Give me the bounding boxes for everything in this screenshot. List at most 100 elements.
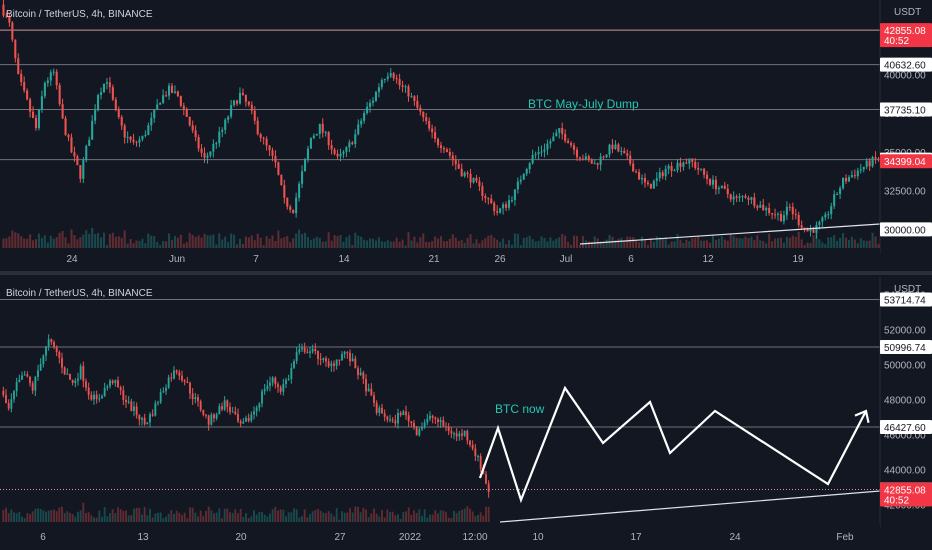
volume-bar bbox=[726, 240, 729, 248]
volume-bar bbox=[528, 235, 531, 248]
candle-body bbox=[862, 166, 865, 170]
candle-body bbox=[144, 134, 147, 136]
candle-body bbox=[354, 358, 357, 369]
candle-body bbox=[643, 177, 647, 183]
volume-bar bbox=[339, 235, 342, 248]
volume-bar bbox=[311, 511, 314, 522]
candle-body bbox=[55, 346, 58, 353]
candle-body bbox=[546, 143, 549, 150]
volume-bar bbox=[173, 513, 175, 522]
volume-bars bbox=[2, 227, 880, 248]
volume-bar bbox=[466, 237, 469, 248]
volume-bar bbox=[768, 233, 771, 248]
candles bbox=[2, 0, 880, 239]
price-axis[interactable]: 42500.0040000.0037500.0035000.0032500.00… bbox=[879, 0, 932, 254]
symbol-label: Bitcoin / TetherUS, 4h, BINANCE bbox=[6, 9, 153, 20]
candle-body bbox=[469, 440, 471, 445]
time-axis[interactable]: 6 13 20 27 2022 12:00 10 17 24 Feb bbox=[0, 523, 880, 550]
time-axis-background bbox=[0, 523, 880, 550]
candle-body bbox=[95, 394, 98, 400]
volume-bar bbox=[842, 232, 845, 248]
candle-body bbox=[513, 189, 516, 201]
price-axis[interactable]: 54000.0052000.0050000.0048000.0046000.00… bbox=[879, 277, 932, 528]
candle-body bbox=[343, 352, 346, 355]
volume-bar bbox=[126, 243, 129, 248]
candle-body bbox=[445, 426, 447, 428]
candle-body bbox=[410, 96, 413, 98]
volume-bar bbox=[578, 244, 581, 248]
candle-body bbox=[404, 86, 407, 88]
candle-body bbox=[271, 377, 274, 383]
candle-body bbox=[23, 82, 26, 91]
candle-body bbox=[289, 206, 292, 210]
candle-body bbox=[20, 73, 23, 83]
volume-bar bbox=[82, 234, 85, 248]
candle-body bbox=[93, 394, 95, 400]
time-axis[interactable]: 24 Jun 7 14 21 26 Jul 6 12 19 bbox=[0, 249, 880, 271]
annotation-label: BTC May-July Dump bbox=[528, 97, 639, 111]
volume-bar bbox=[442, 510, 445, 522]
pane-separator[interactable] bbox=[0, 271, 932, 275]
candle-body bbox=[445, 149, 448, 152]
volume-bar bbox=[448, 238, 451, 248]
candle-body bbox=[472, 177, 475, 183]
panel-top[interactable]: Bitcoin / TetherUS, 4h, BINANCE BTC May-… bbox=[0, 0, 932, 271]
candle-body bbox=[850, 175, 853, 178]
candle-body bbox=[448, 151, 451, 156]
candle-body bbox=[800, 225, 803, 228]
volume-bar bbox=[367, 517, 370, 522]
volume-bar bbox=[505, 244, 508, 248]
candle-body bbox=[839, 188, 842, 195]
volume-bar bbox=[380, 241, 383, 248]
volume-bar bbox=[229, 512, 231, 522]
volume-bar bbox=[626, 236, 629, 248]
volume-bar bbox=[469, 508, 471, 522]
volume-bar bbox=[64, 237, 67, 248]
candle-body bbox=[703, 168, 706, 175]
candle-body bbox=[123, 125, 126, 138]
candle-body bbox=[664, 168, 667, 177]
volume-bar bbox=[593, 236, 596, 248]
volume-bar bbox=[14, 232, 17, 248]
candle-body bbox=[321, 123, 324, 133]
candle-body bbox=[389, 73, 392, 77]
volume-bar bbox=[623, 241, 626, 248]
candle-body bbox=[279, 387, 282, 392]
candle-body bbox=[175, 370, 178, 373]
volume-bar bbox=[437, 238, 440, 248]
volume-bar bbox=[555, 238, 558, 248]
volume-bar bbox=[431, 514, 434, 522]
candle-body bbox=[418, 429, 421, 436]
price-label-box bbox=[880, 482, 932, 507]
volume-bar bbox=[429, 514, 431, 522]
candle-body bbox=[797, 214, 800, 226]
candle-body bbox=[859, 169, 862, 171]
volume-bar bbox=[519, 245, 522, 248]
volume-bar bbox=[133, 508, 135, 522]
volume-bar bbox=[274, 240, 277, 248]
candle-body bbox=[750, 197, 753, 200]
volume-bar bbox=[558, 237, 561, 248]
candle-body bbox=[788, 206, 791, 208]
volume-bar bbox=[231, 512, 234, 522]
candle-body bbox=[317, 350, 319, 359]
volume-bar bbox=[159, 245, 162, 248]
candle-body bbox=[23, 374, 26, 376]
candle-body bbox=[507, 200, 511, 208]
panel-bottom[interactable]: Bitcoin / TetherUS, 4h, BINANCE BTC now … bbox=[0, 277, 932, 550]
candle-body bbox=[212, 143, 215, 152]
candle-body bbox=[856, 170, 859, 177]
volume-bar bbox=[471, 511, 474, 522]
volume-bar bbox=[186, 518, 189, 522]
candle-body bbox=[102, 83, 106, 93]
volume-bar bbox=[185, 242, 188, 248]
volume-bar bbox=[694, 237, 697, 248]
time-tick-label: 6 bbox=[40, 532, 46, 543]
time-tick-label: Feb bbox=[836, 532, 854, 543]
volume-bar bbox=[349, 508, 351, 522]
candle-body bbox=[266, 385, 269, 390]
candle-body bbox=[714, 179, 717, 190]
volume-bar bbox=[815, 232, 818, 248]
candle-body bbox=[386, 416, 389, 420]
volume-bar bbox=[378, 516, 381, 522]
